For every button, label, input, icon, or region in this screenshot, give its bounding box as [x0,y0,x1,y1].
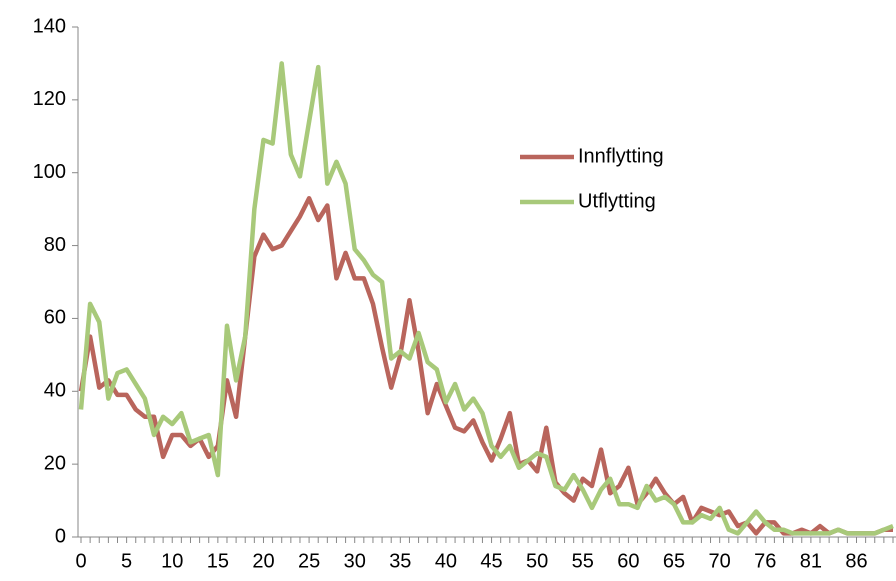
y-tick-label: 80 [44,234,66,256]
y-tick-label: 60 [44,307,66,329]
x-tick-label: 45 [480,550,502,572]
x-tick-label: 40 [435,550,457,572]
x-tick-label: 20 [252,550,274,572]
x-tick-label: 86 [845,550,867,572]
x-tick-label: 25 [298,550,320,572]
x-tick-label: 55 [572,550,594,572]
x-tick-label: 50 [526,550,548,572]
x-tick-label: 81 [800,550,822,572]
x-tick-label: 35 [389,550,411,572]
x-tick-label: 5 [121,550,132,572]
y-tick-label: 20 [44,452,66,474]
x-tick-label: 70 [709,550,731,572]
x-tick-label: 30 [344,550,366,572]
y-tick-label: 0 [55,525,66,547]
x-tick-label: 60 [617,550,639,572]
x-tick-label: 0 [75,550,86,572]
series-line [78,195,893,536]
x-tick-label: 76 [754,550,776,572]
y-tick-label: 100 [33,161,66,183]
legend-label: Innflytting [578,145,664,167]
y-tick-label: 120 [33,88,66,110]
y-tick-label: 140 [33,15,66,37]
legend-label: Utflytting [578,190,656,212]
series-line [78,61,894,536]
x-tick-label: 65 [663,550,685,572]
x-tick-label: 15 [207,550,229,572]
x-tick-label: 10 [161,550,183,572]
y-tick-label: 40 [44,380,66,402]
